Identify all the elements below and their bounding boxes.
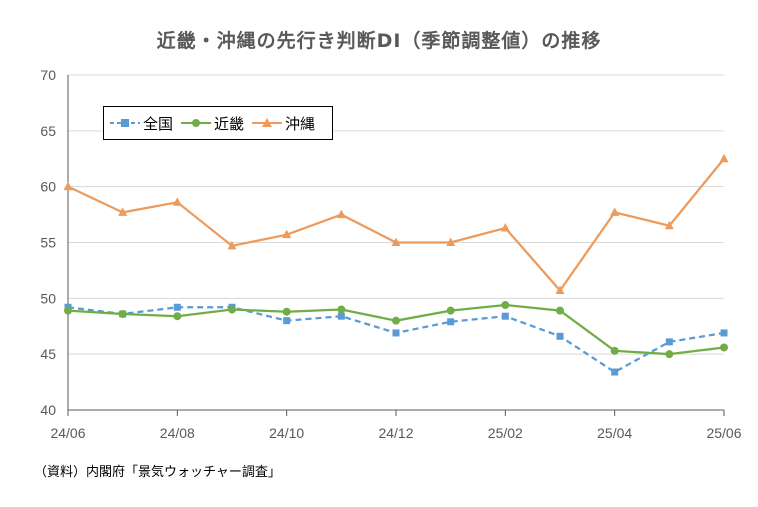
- data-point-marker: [665, 338, 673, 346]
- data-point-marker: [173, 312, 182, 321]
- legend: 全国 近畿 沖縄: [103, 106, 333, 140]
- legend-label-okinawa: 沖縄: [285, 114, 316, 133]
- y-tick-label: 55: [40, 235, 56, 251]
- data-point-marker: [610, 207, 620, 216]
- data-point-marker: [556, 332, 564, 340]
- legend-item-zenkoku: 全国: [110, 113, 173, 134]
- data-point-marker: [500, 222, 510, 232]
- legend-item-kinki: 近畿: [181, 113, 244, 134]
- data-point-marker: [173, 303, 181, 311]
- data-point-marker: [227, 240, 237, 250]
- data-point-marker: [172, 197, 182, 206]
- data-point-marker: [118, 309, 127, 318]
- x-tick-label: 24/08: [160, 425, 195, 441]
- series-line-2: [67, 158, 725, 293]
- data-point-marker: [64, 306, 72, 315]
- legend-swatch-kinki: [181, 119, 212, 127]
- legend-swatch-zenkoku: [110, 119, 140, 127]
- data-point-marker: [501, 312, 509, 320]
- legend-label-zenkoku: 全国: [143, 114, 174, 133]
- data-point-marker: [446, 237, 456, 246]
- y-tick-label: 60: [40, 179, 56, 195]
- legend-item-okinawa: 沖縄: [252, 113, 315, 134]
- y-tick-label: 50: [40, 290, 56, 306]
- y-tick-label: 40: [40, 402, 56, 418]
- data-point-marker: [282, 229, 292, 239]
- legend-swatch-okinawa: [252, 118, 283, 127]
- data-point-marker: [611, 368, 619, 376]
- data-point-marker: [282, 307, 291, 316]
- x-tick-label: 24/10: [269, 425, 304, 441]
- data-point-marker: [501, 301, 510, 310]
- data-point-marker: [118, 207, 128, 216]
- data-point-marker: [720, 329, 728, 337]
- data-point-marker: [447, 318, 455, 326]
- data-point-marker: [337, 312, 345, 320]
- data-point-marker: [665, 350, 674, 359]
- data-point-marker: [556, 306, 564, 315]
- data-point-marker: [336, 209, 346, 219]
- x-tick-label: 25/06: [706, 425, 741, 441]
- chart-title: 近畿・沖縄の先行き判断DI（季節調整値）の推移: [156, 30, 602, 52]
- data-point-marker: [392, 316, 400, 325]
- y-tick-label: 65: [40, 123, 56, 139]
- x-tick-label: 24/06: [50, 425, 85, 441]
- data-point-marker: [63, 181, 73, 191]
- data-point-marker: [392, 329, 400, 337]
- data-point-marker: [228, 305, 236, 314]
- series-layer: [63, 153, 729, 376]
- y-tick-label: 45: [40, 346, 56, 362]
- data-point-marker: [664, 220, 674, 230]
- data-point-marker: [446, 306, 455, 315]
- x-tick-label: 25/02: [488, 425, 523, 441]
- x-tick-label: 25/04: [597, 425, 632, 441]
- data-point-marker: [283, 317, 291, 325]
- y-tick-label: 70: [40, 67, 56, 83]
- legend-label-kinki: 近畿: [214, 114, 245, 133]
- data-point-marker: [337, 305, 346, 314]
- data-point-marker: [555, 285, 565, 295]
- data-point-marker: [719, 153, 729, 163]
- data-point-marker: [391, 237, 401, 246]
- data-point-marker: [610, 346, 619, 355]
- data-point-marker: [720, 343, 728, 352]
- axes: 40 45 50 55 60 65 70 24/06 24/08 24/10 24/12 25/02 2…: [40, 67, 741, 441]
- source-note: （資料）内閣府「景気ウォッチャー調査」: [34, 465, 281, 480]
- x-tick-label: 24/12: [378, 425, 413, 441]
